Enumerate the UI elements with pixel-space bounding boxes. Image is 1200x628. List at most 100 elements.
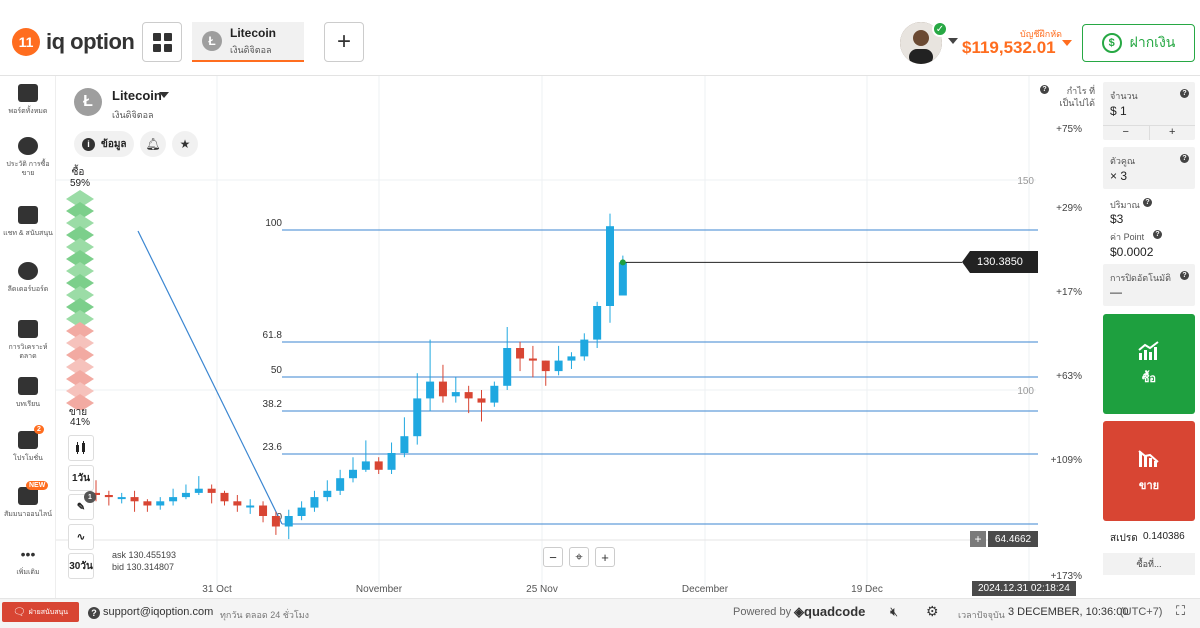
help-icon[interactable]: ?: [1040, 85, 1049, 94]
multiplier-box[interactable]: [1103, 147, 1195, 189]
asset-name[interactable]: Litecoin: [112, 88, 162, 103]
zoom-out-button[interactable]: −: [543, 547, 563, 567]
buy-sentiment-diamond: [66, 214, 94, 232]
buy-button[interactable]: ซื้อ: [1103, 314, 1195, 414]
alert-bell-button[interactable]: 🔔︎: [140, 131, 166, 157]
chart-type-button[interactable]: [68, 435, 94, 461]
candle-body: [259, 505, 268, 516]
candle-body: [104, 495, 113, 498]
recenter-button[interactable]: ⌖: [569, 547, 589, 567]
sidebar-item-1[interactable]: พอร์ตทั้งหมด: [0, 84, 56, 116]
period-button[interactable]: 30วัน: [68, 553, 94, 579]
asset-tab-litecoin[interactable]: Ł Litecoin เงินดิจิตอล: [192, 22, 304, 62]
plus-icon: +: [601, 549, 609, 565]
sidebar-item-7[interactable]: โปรโมชั่น 2: [0, 425, 56, 463]
cursor-date-tag: 2024.12.31 02:18:24: [972, 581, 1076, 596]
sidebar-item-label: เพิ่มเติม: [16, 569, 40, 576]
amount-minus-button[interactable]: −: [1103, 126, 1150, 140]
autoclose-value[interactable]: —: [1110, 285, 1122, 299]
sell-sentiment-diamond: [66, 322, 94, 340]
help-icon[interactable]: ?: [1180, 271, 1189, 280]
candle-body: [310, 497, 319, 508]
zoom-in-button[interactable]: +: [595, 547, 615, 567]
help-icon[interactable]: ?: [1180, 89, 1189, 98]
profit-level: +173%: [1050, 571, 1082, 582]
sidebar-item-9[interactable]: ••• เพิ่มเติม: [0, 545, 56, 577]
current-time-value: 3 DECEMBER, 10:36:00: [1008, 606, 1129, 618]
favorite-button[interactable]: ★: [172, 131, 198, 157]
support-email[interactable]: support@iqoption.com: [103, 606, 214, 618]
balance[interactable]: $119,532.01: [962, 38, 1056, 57]
sell-sentiment-diamond: [66, 394, 94, 410]
timeframe-button[interactable]: 1วัน: [68, 465, 94, 491]
candle-body: [503, 348, 512, 386]
candle-body: [567, 356, 576, 361]
deposit-button[interactable]: $ ฝากเงิน: [1082, 24, 1195, 62]
candle-body: [143, 501, 152, 506]
candle-body: [271, 516, 280, 527]
candle-body: [233, 501, 242, 506]
sidebar-item-label: โปรโมชั่น: [13, 455, 43, 462]
trend-down-icon: [1138, 450, 1159, 467]
candle-body: [361, 461, 370, 470]
support-button[interactable]: 🗨︎ ฝ่ายสนับสนุน: [2, 602, 79, 622]
sidebar-item-label: สัมมนาออนไลน์: [3, 511, 52, 518]
sidebar-item-label: ลีดเดอร์บอร์ด: [7, 286, 49, 293]
fib-level-label: 100: [265, 218, 282, 229]
sidebar-item-2[interactable]: ประวัติ การซื้อขาย: [0, 137, 56, 178]
info-button[interactable]: i ข้อมูล: [74, 131, 134, 157]
sidebar-item-label: ประวัติ การซื้อขาย: [6, 161, 50, 177]
candle-body: [194, 488, 203, 493]
asset-dropdown-caret-icon[interactable]: [159, 92, 169, 98]
amount-plus-button[interactable]: +: [1169, 126, 1176, 138]
candle-body: [580, 339, 589, 357]
candle-body: [92, 492, 100, 495]
buy-label: ซื้อ: [1141, 373, 1157, 385]
timezone-label[interactable]: (UTC+7): [1120, 606, 1163, 618]
x-tick-label: 25 Nov: [526, 584, 558, 595]
star-icon: ★: [179, 137, 191, 151]
candle-body: [349, 469, 357, 479]
quadcode-mark-icon: ◈: [794, 604, 804, 619]
sidebar-item-label: บทเรียน: [15, 401, 41, 408]
buy-at-button[interactable]: ซื้อที่...: [1103, 553, 1195, 575]
add-tab-button[interactable]: +: [324, 22, 364, 62]
sell-sentiment-pct: 41%: [69, 417, 90, 428]
fullscreen-icon[interactable]: ⛶: [1176, 603, 1186, 618]
iq-option-logo[interactable]: 11 iq option: [12, 28, 135, 56]
sidebar-item-4[interactable]: ลีดเดอร์บอร์ด: [0, 262, 56, 294]
profile-caret-icon[interactable]: [948, 38, 958, 44]
sidebar-item-8[interactable]: สัมมนาออนไลน์ NEW: [0, 481, 56, 519]
help-icon[interactable]: ?: [1153, 230, 1162, 239]
buy-sentiment-diamond: [66, 202, 94, 220]
multiplier-value[interactable]: × 3: [1110, 169, 1128, 183]
autoclose-box[interactable]: [1103, 264, 1195, 306]
powered-by-label: Powered by: [733, 606, 792, 618]
buy-sentiment-diamond: [66, 226, 94, 244]
settings-gear-icon[interactable]: ⚙︎: [926, 603, 939, 619]
candle-body: [464, 392, 473, 399]
quadcode-logo[interactable]: ◈quadcode: [794, 604, 865, 620]
add-level-button[interactable]: +: [970, 531, 986, 547]
fib-level-label: 38.2: [263, 399, 283, 410]
sidebar-item-5[interactable]: การวิเคราะห์ตลาด: [0, 320, 56, 361]
sidebar-item-3[interactable]: แชท & สนับสนุน: [0, 206, 56, 238]
help-icon[interactable]: ?: [1180, 154, 1189, 163]
amount-value[interactable]: $ 1: [1110, 104, 1127, 118]
profit-level: +109%: [1050, 455, 1082, 466]
all-assets-button[interactable]: [142, 22, 182, 62]
sidebar-item-6[interactable]: บทเรียน: [0, 377, 56, 409]
mute-sound-icon[interactable]: 🔇︎: [890, 604, 899, 619]
drawing-count-badge: 1: [84, 491, 96, 503]
balance-caret-icon[interactable]: [1062, 40, 1072, 46]
account-type-label[interactable]: บัญชีฝึกหัด: [1020, 29, 1062, 39]
indicators-button[interactable]: ∿: [68, 524, 94, 550]
chat-bubble-icon: 🗨︎: [12, 606, 26, 618]
dollar-refresh-icon: $: [1101, 33, 1122, 53]
candle-body: [323, 490, 332, 498]
candle-body: [541, 360, 550, 372]
sell-button[interactable]: ขาย: [1103, 421, 1195, 521]
help-icon[interactable]: ?: [1143, 198, 1152, 207]
